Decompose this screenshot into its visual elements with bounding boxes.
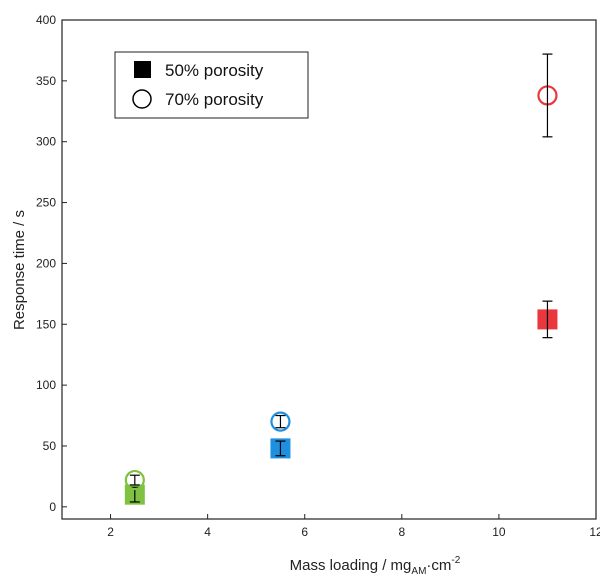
data-point-circle xyxy=(270,411,291,432)
x-tick-label: 8 xyxy=(398,525,405,539)
y-tick-label: 50 xyxy=(43,439,57,453)
y-tick-label: 400 xyxy=(36,13,56,27)
plot-frame xyxy=(61,19,597,520)
x-tick-label: 6 xyxy=(301,525,308,539)
x-tick-label: 10 xyxy=(492,525,506,539)
y-tick-label: 300 xyxy=(36,135,56,149)
y-tick-label: 350 xyxy=(36,74,56,88)
legend-label-70: 70% porosity xyxy=(165,90,264,109)
x-axis-title: Mass loading / mgAM·cm-2 xyxy=(290,555,461,577)
y-tick-label: 250 xyxy=(36,196,56,210)
y-axis-title: Response time / s xyxy=(11,210,28,330)
legend: 50% porosity 70% porosity xyxy=(114,51,309,119)
data-point-circle xyxy=(124,469,145,491)
y-axis: 0 50 100 150 200 250 300 350 400 xyxy=(36,13,67,514)
x-axis: 2 4 6 8 10 12 xyxy=(107,514,600,539)
x-axis-title-mid: ·cm xyxy=(426,557,451,574)
x-tick-label: 2 xyxy=(107,525,114,539)
y-tick-label: 100 xyxy=(36,378,56,392)
y-tick-label: 0 xyxy=(49,500,56,514)
x-tick-label: 4 xyxy=(204,525,211,539)
y-tick-label: 200 xyxy=(36,256,56,270)
x-tick-label: 12 xyxy=(589,525,600,539)
y-tick-label: 150 xyxy=(36,317,56,331)
x-axis-title-subscript: AM xyxy=(411,566,426,577)
legend-marker-circle xyxy=(132,89,152,109)
x-axis-title-superscript: -2 xyxy=(451,555,460,566)
data-marks xyxy=(124,53,558,505)
legend-label-50: 50% porosity xyxy=(165,61,264,80)
legend-marker-square xyxy=(134,61,151,78)
x-axis-title-main: Mass loading / mg xyxy=(290,557,412,574)
